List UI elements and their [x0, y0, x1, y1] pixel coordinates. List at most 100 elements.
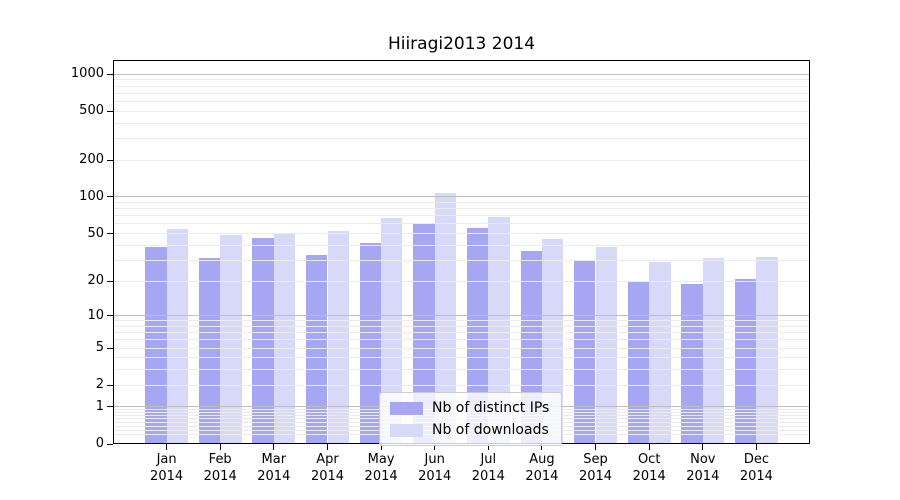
- x-tick: [541, 444, 543, 450]
- x-tick: [595, 444, 596, 450]
- x-tick-label-month: Oct: [637, 452, 661, 467]
- x-tick-label-year: 2014: [418, 469, 452, 484]
- y-tick-label: 200: [79, 152, 104, 167]
- x-tick-label-year: 2014: [150, 469, 184, 484]
- x-tick-label: May 2014: [351, 451, 411, 485]
- gridline-minor: [113, 280, 810, 282]
- bar-distinct-ips-nov: [681, 283, 703, 444]
- gridline-minor: [113, 259, 810, 261]
- y-tick: [107, 443, 113, 445]
- bar-distinct-ips-may: [359, 242, 382, 444]
- gridline-minor: [113, 320, 810, 322]
- legend-label: Nb of downloads: [432, 422, 549, 438]
- x-tick-label-year: 2014: [310, 469, 345, 484]
- x-tick-label-year: 2014: [471, 469, 505, 484]
- bar-distinct-ips-feb: [198, 258, 221, 444]
- y-tick: [107, 110, 113, 112]
- x-tick-label: Feb 2014: [190, 451, 250, 485]
- y-tick-label: 50: [87, 225, 104, 241]
- y-tick-label: 1: [95, 398, 104, 414]
- y-tick-label: 1000: [70, 66, 104, 81]
- y-tick: [107, 196, 113, 198]
- y-tick: [107, 406, 113, 408]
- x-tick-label-month: Mar: [261, 452, 287, 467]
- y-tick-label: 100: [79, 188, 104, 204]
- x-tick: [166, 444, 168, 450]
- gridline-minor: [113, 85, 810, 87]
- y-tick: [107, 159, 113, 161]
- gridline-minor: [113, 100, 810, 102]
- x-tick-label: Jan 2014: [137, 451, 197, 485]
- x-tick-label-month: Jan: [156, 452, 177, 467]
- gridline-minor: [113, 339, 810, 341]
- y-tick: [107, 73, 113, 75]
- bar-downloads-nov: [702, 258, 725, 444]
- gridline-minor: [113, 159, 810, 161]
- gridline-minor: [113, 215, 810, 217]
- x-tick: [702, 444, 704, 450]
- legend-swatch: [390, 401, 423, 415]
- y-tick-label: 10: [87, 307, 104, 323]
- legend: Nb of distinct IPs Nb of downloads: [379, 392, 563, 446]
- y-tick: [107, 384, 113, 386]
- bar-downloads-feb: [220, 234, 242, 444]
- chart-title: Hiiragi2013 2014: [387, 34, 536, 54]
- bar-downloads-jan: [166, 229, 188, 444]
- x-tick: [380, 444, 382, 450]
- x-tick-label-month: Feb: [208, 452, 232, 467]
- x-tick: [487, 444, 489, 450]
- x-tick-label-month: Sep: [583, 452, 608, 467]
- bar-downloads-jul: [488, 216, 510, 444]
- gridline-major: [113, 196, 810, 198]
- x-tick-label-year: 2014: [257, 469, 291, 484]
- gridline-minor: [113, 201, 810, 203]
- x-tick: [327, 444, 328, 450]
- x-tick: [434, 444, 436, 450]
- y-tick-label: 0: [95, 436, 104, 451]
- bar-downloads-sep: [595, 246, 617, 444]
- legend-item-downloads: Nb of downloads: [390, 421, 549, 439]
- y-tick: [107, 233, 113, 234]
- gridline-major: [113, 73, 810, 75]
- bar-downloads-apr: [327, 231, 349, 444]
- x-tick-label: Dec 2014: [726, 451, 786, 485]
- y-tick: [107, 280, 113, 282]
- gridline-minor: [113, 110, 810, 112]
- x-tick-label-year: 2014: [686, 469, 720, 484]
- legend-swatch: [390, 423, 423, 437]
- bar-downloads-dec: [756, 256, 778, 444]
- gridline-minor: [113, 208, 810, 210]
- gridline-minor: [113, 244, 810, 246]
- x-tick-label-month: Nov: [690, 452, 716, 467]
- y-tick: [107, 347, 113, 349]
- bar-distinct-ips-sep: [574, 260, 596, 444]
- bar-downloads-mar: [273, 233, 296, 444]
- x-tick-label: Apr 2014: [298, 451, 358, 485]
- bar-distinct-ips-jun: [413, 223, 435, 444]
- legend-item-distinct-ips: Nb of distinct IPs: [390, 399, 549, 417]
- gridline-minor: [113, 357, 810, 359]
- y-tick-label: 500: [79, 103, 104, 119]
- y-tick-label: 5: [95, 340, 104, 356]
- x-tick-label-year: 2014: [739, 469, 773, 484]
- x-tick-label: Oct 2014: [619, 451, 679, 485]
- x-tick: [273, 444, 275, 450]
- x-tick-label-month: Jul: [480, 452, 497, 467]
- bar-distinct-ips-mar: [252, 237, 274, 444]
- x-tick-label-month: Jun: [424, 452, 445, 467]
- gridline-minor: [113, 369, 810, 371]
- bar-downloads-jun: [434, 192, 457, 444]
- gridline-minor: [113, 233, 810, 234]
- bar-downloads-oct: [649, 261, 671, 444]
- x-tick-label-year: 2014: [525, 469, 559, 484]
- x-tick-label: Jul 2014: [458, 451, 518, 485]
- x-tick-label-year: 2014: [632, 469, 666, 484]
- x-tick-label: Jun 2014: [405, 451, 465, 485]
- gridline-minor: [113, 92, 810, 94]
- gridline-minor: [113, 332, 810, 334]
- bars-layer: [113, 60, 810, 444]
- gridline-minor: [113, 137, 810, 139]
- gridline-minor: [113, 325, 810, 327]
- gridline-major: [113, 315, 810, 317]
